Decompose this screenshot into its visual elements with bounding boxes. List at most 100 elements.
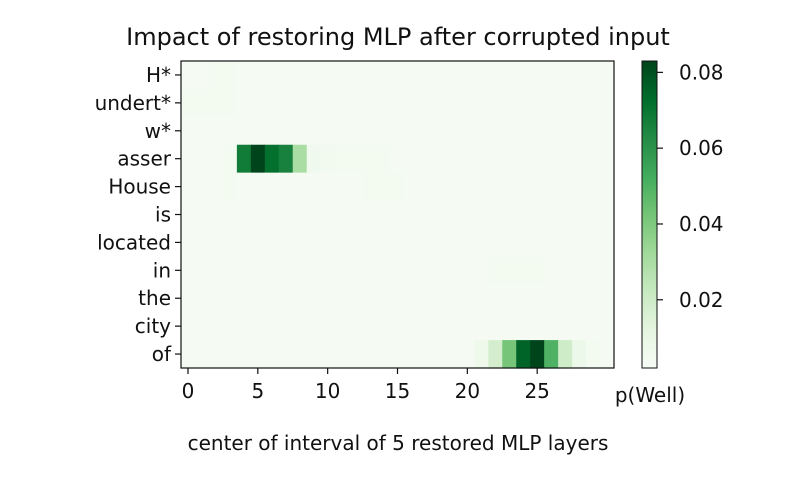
heatmap-cell (362, 144, 378, 174)
heatmap-cell (348, 312, 364, 341)
x-axis: 0 5 10 15 20 25 (182, 368, 550, 403)
heatmap-cell (222, 200, 238, 230)
heatmap-cell (600, 172, 615, 202)
heatmap-cell (460, 256, 475, 285)
heatmap-cell (544, 172, 559, 202)
heatmap-cell (404, 228, 420, 257)
heatmap-cell (404, 200, 420, 230)
y-axis: H* undert* w* asser House is located in the city o… (95, 63, 181, 366)
heatmap-cell (432, 340, 447, 369)
heatmap-cell (334, 312, 350, 341)
heatmap-cell (236, 312, 252, 341)
heatmap-cell (418, 144, 434, 174)
heatmap-cell (362, 228, 378, 257)
heatmap-cell (404, 284, 420, 313)
heatmap-cell (208, 256, 224, 285)
heatmap-cell (376, 61, 392, 90)
heatmap-cell (222, 312, 238, 341)
colorbar-tick-label: 0.08 (679, 60, 724, 84)
heatmap-cell (208, 144, 224, 174)
heatmap-cell (320, 312, 336, 341)
heatmap-cell (404, 340, 420, 369)
heatmap-cell (530, 61, 545, 90)
heatmap-cell (586, 284, 601, 313)
heatmap-cell (404, 61, 420, 90)
heatmap-cell (474, 284, 489, 313)
heatmap-cell (348, 172, 364, 202)
heatmap-cell (306, 340, 322, 369)
heatmap-cell (446, 172, 461, 202)
heatmap-cell (376, 340, 392, 369)
heatmap-cell (418, 228, 434, 257)
heatmap-cell (474, 200, 489, 230)
heatmap-cell (194, 61, 210, 90)
heatmap-cell (348, 144, 364, 174)
heatmap-cell (432, 200, 447, 230)
heatmap-cell (320, 172, 336, 202)
heatmap-cell (530, 116, 545, 146)
heatmap-cell (250, 144, 266, 174)
heatmap-cell (418, 61, 434, 90)
heatmap-cell (208, 88, 224, 118)
heatmap-cell (264, 284, 280, 313)
heatmap-cell (348, 200, 364, 230)
heatmap-cell (446, 61, 461, 90)
heatmap-cell (264, 61, 280, 90)
heatmap-cell (376, 88, 392, 118)
heatmap-cell (572, 172, 587, 202)
heatmap-cell (502, 61, 517, 90)
heatmap-cell (376, 312, 392, 341)
y-tick-label: w* (145, 119, 171, 143)
heatmap-cell (390, 61, 406, 90)
heatmap-cell (488, 172, 503, 202)
heatmap-cell (432, 61, 447, 90)
heatmap-cell (194, 340, 210, 369)
heatmap-cell (292, 312, 308, 341)
heatmap-cell (181, 228, 196, 257)
heatmap-cell (600, 312, 615, 341)
x-axis-label: center of interval of 5 restored MLP lay… (188, 431, 609, 455)
heatmap-cell (600, 284, 615, 313)
heatmap-cell (432, 228, 447, 257)
heatmap-cell (390, 88, 406, 118)
heatmap-cell (502, 312, 517, 341)
heatmap-cell (250, 312, 266, 341)
heatmap-cell (516, 116, 531, 146)
heatmap-cell (250, 116, 266, 146)
colorbar (641, 60, 658, 369)
heatmap-cell (474, 88, 489, 118)
y-tick-label: the (138, 286, 171, 310)
heatmap-cell (474, 256, 489, 285)
heatmap-cell (558, 284, 573, 313)
heatmap-cell (362, 256, 378, 285)
heatmap-cell (404, 312, 420, 341)
heatmap-cell (572, 256, 587, 285)
heatmap-cell (278, 200, 294, 230)
heatmap-cell (376, 200, 392, 230)
heatmap-cell (572, 116, 587, 146)
heatmap-cell (348, 88, 364, 118)
heatmap-cell (376, 228, 392, 257)
heatmap-cell (362, 340, 378, 369)
heatmap-cell (418, 200, 434, 230)
heatmap-cell (250, 88, 266, 118)
heatmap-cell (222, 116, 238, 146)
heatmap-cell (544, 284, 559, 313)
heatmap-cell (194, 256, 210, 285)
heatmap-cell (250, 200, 266, 230)
heatmap-cell (236, 340, 252, 369)
heatmap-cell (376, 256, 392, 285)
heatmap-cell (250, 61, 266, 90)
heatmap-cell (306, 200, 322, 230)
heatmap-cell (460, 284, 475, 313)
heatmap-cell (586, 116, 601, 146)
heatmap-cell (530, 88, 545, 118)
heatmap-cell (194, 116, 210, 146)
heatmap-cell (544, 228, 559, 257)
heatmap-cell (572, 340, 587, 369)
heatmap-cell (222, 172, 238, 202)
heatmap-cell (586, 61, 601, 90)
heatmap-cell (544, 340, 559, 369)
heatmap-cell (181, 61, 196, 90)
